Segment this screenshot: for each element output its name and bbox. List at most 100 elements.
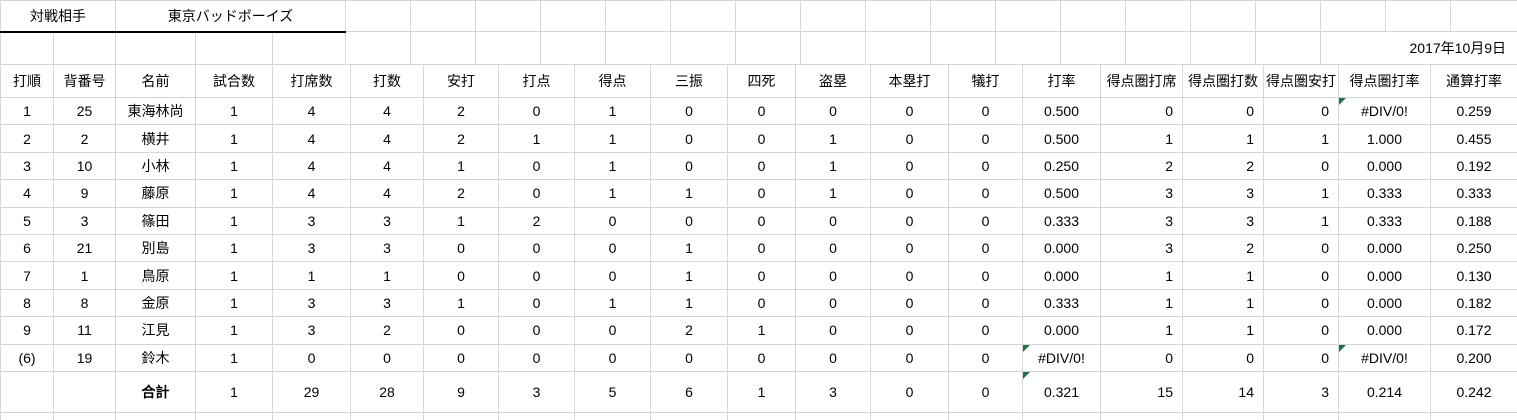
cell[interactable]: 0 (948, 233, 1023, 263)
cell[interactable]: 0.250 (1430, 233, 1517, 263)
cell[interactable]: 0 (795, 343, 871, 372)
cell[interactable]: 1 (195, 179, 273, 208)
cell[interactable]: 2 (423, 124, 499, 153)
cell[interactable]: 0.000 (1022, 233, 1101, 263)
cell[interactable]: 3 (272, 288, 351, 318)
cell[interactable]: 2 (650, 316, 728, 345)
cell[interactable]: 4 (350, 124, 424, 153)
cell[interactable]: 0 (727, 179, 796, 208)
cell[interactable]: 0.000 (1338, 261, 1431, 290)
empty-cell[interactable] (605, 0, 672, 32)
cell[interactable]: 0.000 (1338, 316, 1431, 345)
cell[interactable]: 1 (1182, 124, 1264, 153)
cell[interactable]: 小林 (115, 151, 196, 181)
cell[interactable]: 9 (423, 370, 499, 413)
cell[interactable]: 0 (870, 206, 949, 235)
cell[interactable]: #DIV/0! (1338, 96, 1431, 126)
empty-cell[interactable] (1320, 0, 1387, 32)
opponent-label-cell[interactable]: 対戦相手 (0, 0, 116, 33)
cell[interactable]: #DIV/0! (1022, 343, 1101, 372)
empty-cell[interactable] (272, 411, 351, 420)
cell[interactable]: 0 (1263, 261, 1339, 290)
cell[interactable]: 9 (53, 179, 116, 208)
cell[interactable]: 1 (727, 316, 796, 345)
cell[interactable]: 4 (350, 96, 424, 126)
cell[interactable]: #DIV/0! (1338, 343, 1431, 372)
cell[interactable]: 1 (423, 206, 499, 235)
cell[interactable]: 0 (498, 233, 575, 263)
cell[interactable]: 2 (0, 124, 54, 153)
cell[interactable]: 0 (1263, 96, 1339, 126)
cell[interactable]: 0 (1263, 316, 1339, 345)
date-cell[interactable]: 2017年10月9日 (1320, 31, 1517, 65)
empty-cell[interactable] (1060, 0, 1127, 32)
cell[interactable]: 0 (727, 206, 796, 235)
cell[interactable]: 3 (53, 206, 116, 235)
cell[interactable]: 10 (53, 151, 116, 181)
empty-cell[interactable] (995, 31, 1062, 65)
cell[interactable]: 1 (195, 370, 273, 413)
cell[interactable]: 0 (948, 261, 1023, 290)
empty-cell[interactable] (1385, 0, 1452, 32)
cell[interactable]: 0 (870, 96, 949, 126)
header-cell[interactable]: 犠打 (948, 64, 1023, 98)
empty-cell[interactable] (410, 0, 477, 32)
cell[interactable]: 3 (0, 151, 54, 181)
empty-cell[interactable] (0, 411, 54, 420)
cell[interactable]: 0 (948, 96, 1023, 126)
cell[interactable]: 0 (727, 124, 796, 153)
cell[interactable]: 0.000 (1022, 316, 1101, 345)
cell[interactable]: 1 (795, 151, 871, 181)
cell[interactable]: 0 (650, 343, 728, 372)
cell[interactable]: 0.000 (1338, 288, 1431, 318)
cell[interactable]: 5 (0, 206, 54, 235)
empty-cell[interactable] (574, 411, 651, 420)
cell[interactable]: 1 (1100, 261, 1183, 290)
cell[interactable]: 7 (0, 261, 54, 290)
cell[interactable]: 0 (795, 206, 871, 235)
cell[interactable]: 2 (1182, 151, 1264, 181)
cell[interactable]: 0 (574, 233, 651, 263)
header-cell[interactable]: 盗塁 (795, 64, 871, 98)
cell[interactable]: 1 (53, 261, 116, 290)
empty-cell[interactable] (1190, 0, 1257, 32)
header-cell[interactable]: 打席数 (272, 64, 351, 98)
empty-cell[interactable] (540, 31, 607, 65)
cell[interactable]: 3 (1263, 370, 1339, 413)
cell[interactable]: 1 (1182, 288, 1264, 318)
header-cell[interactable]: 得点 (574, 64, 651, 98)
cell[interactable]: 0 (498, 179, 575, 208)
cell[interactable]: 1 (650, 179, 728, 208)
cell[interactable] (53, 370, 116, 413)
header-cell[interactable]: 得点圏安打 (1263, 64, 1339, 98)
cell[interactable]: 0 (727, 151, 796, 181)
empty-cell[interactable] (948, 411, 1023, 420)
cell[interactable]: 2 (53, 124, 116, 153)
cell[interactable]: 3 (350, 233, 424, 263)
cell[interactable]: 1 (195, 151, 273, 181)
cell[interactable]: 1 (574, 96, 651, 126)
cell[interactable]: 28 (350, 370, 424, 413)
cell[interactable]: 0 (727, 233, 796, 263)
cell[interactable]: 0 (870, 261, 949, 290)
cell[interactable]: 1 (195, 316, 273, 345)
cell[interactable]: 0 (574, 343, 651, 372)
empty-cell[interactable] (115, 411, 196, 420)
cell[interactable]: 15 (1100, 370, 1183, 413)
cell[interactable]: 1 (195, 124, 273, 153)
cell[interactable]: 1 (195, 343, 273, 372)
cell[interactable]: 19 (53, 343, 116, 372)
cell[interactable]: 0.000 (1338, 151, 1431, 181)
cell[interactable]: 1 (650, 288, 728, 318)
cell[interactable]: 1 (727, 370, 796, 413)
cell[interactable]: 1 (423, 288, 499, 318)
cell[interactable]: 6 (0, 233, 54, 263)
cell[interactable]: 0.500 (1022, 124, 1101, 153)
header-cell[interactable]: 安打 (423, 64, 499, 98)
cell[interactable]: 1 (574, 151, 651, 181)
cell[interactable]: 4 (272, 151, 351, 181)
cell[interactable]: 2 (498, 206, 575, 235)
header-cell[interactable]: 打点 (498, 64, 575, 98)
cell[interactable]: 0 (498, 151, 575, 181)
cell[interactable]: 3 (1100, 179, 1183, 208)
